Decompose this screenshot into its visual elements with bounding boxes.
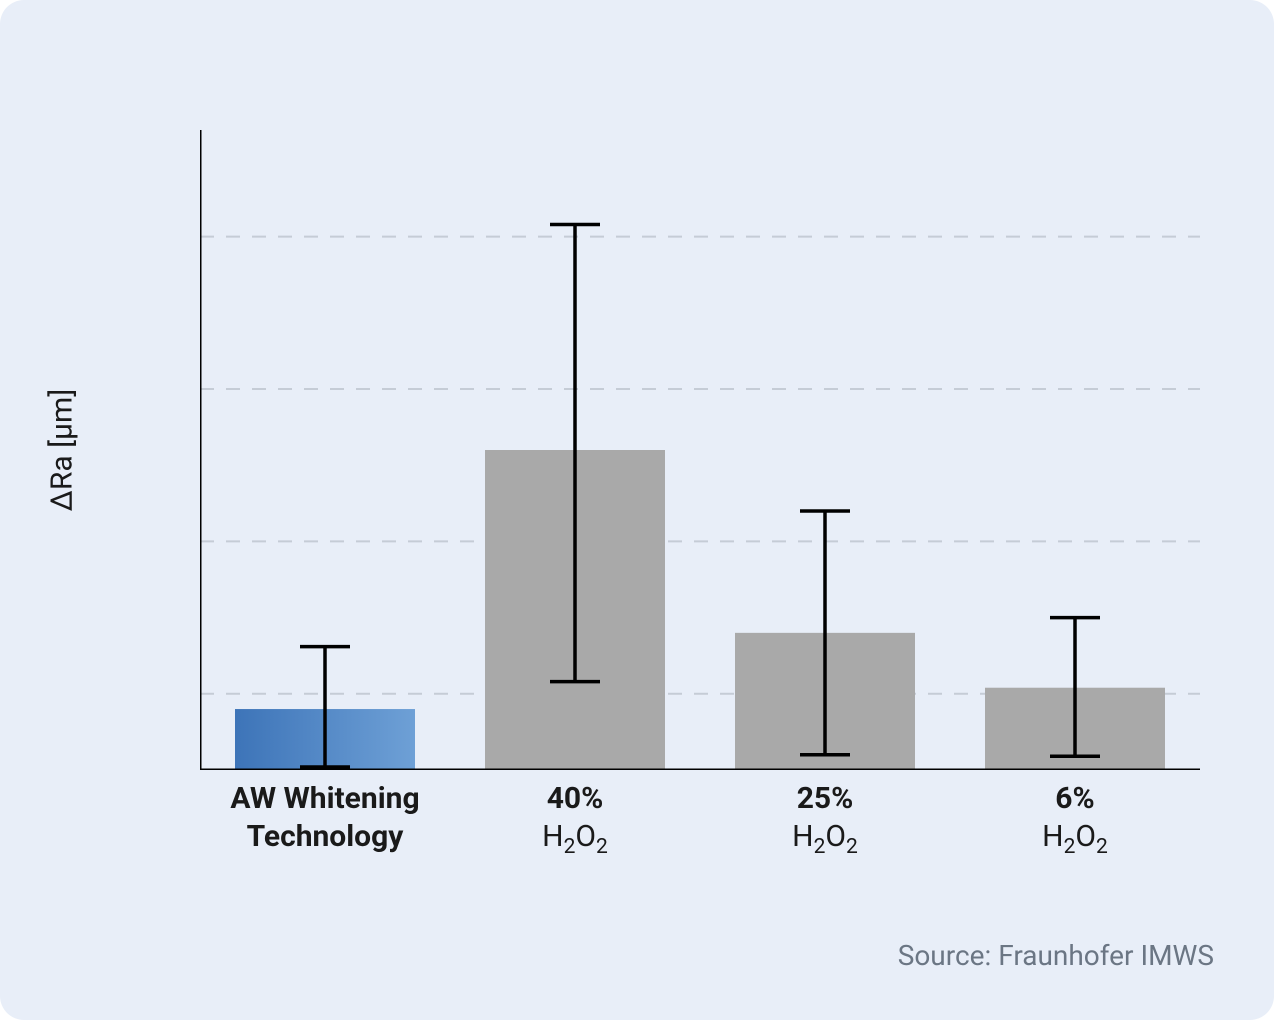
- category-line1: AW Whitening: [200, 780, 450, 818]
- bars: [235, 450, 1165, 770]
- y-axis-title: ΔRa [µm]: [45, 389, 80, 512]
- plot-area: 0.000.010.020.030.04: [200, 130, 1200, 770]
- category-line2: H2O2: [950, 818, 1200, 860]
- gridlines: [200, 237, 1200, 694]
- category-labels: AW WhiteningTechnology40%H2O225%H2O26%H2…: [200, 780, 1200, 900]
- chart-card: 0.000.010.020.030.04 ΔRa [µm] AW Whiteni…: [0, 0, 1274, 1020]
- category-label-h6: 6%H2O2: [950, 780, 1200, 860]
- category-line1: 25%: [700, 780, 950, 818]
- category-line2: H2O2: [450, 818, 700, 860]
- error-bars: [300, 224, 1100, 766]
- category-label-h25: 25%H2O2: [700, 780, 950, 860]
- category-line1: 40%: [450, 780, 700, 818]
- category-line2: Technology: [200, 818, 450, 856]
- category-label-aw: AW WhiteningTechnology: [200, 780, 450, 855]
- source-attribution: Source: Fraunhofer IMWS: [898, 939, 1214, 972]
- category-line2: H2O2: [700, 818, 950, 860]
- category-line1: 6%: [950, 780, 1200, 818]
- category-label-h40: 40%H2O2: [450, 780, 700, 860]
